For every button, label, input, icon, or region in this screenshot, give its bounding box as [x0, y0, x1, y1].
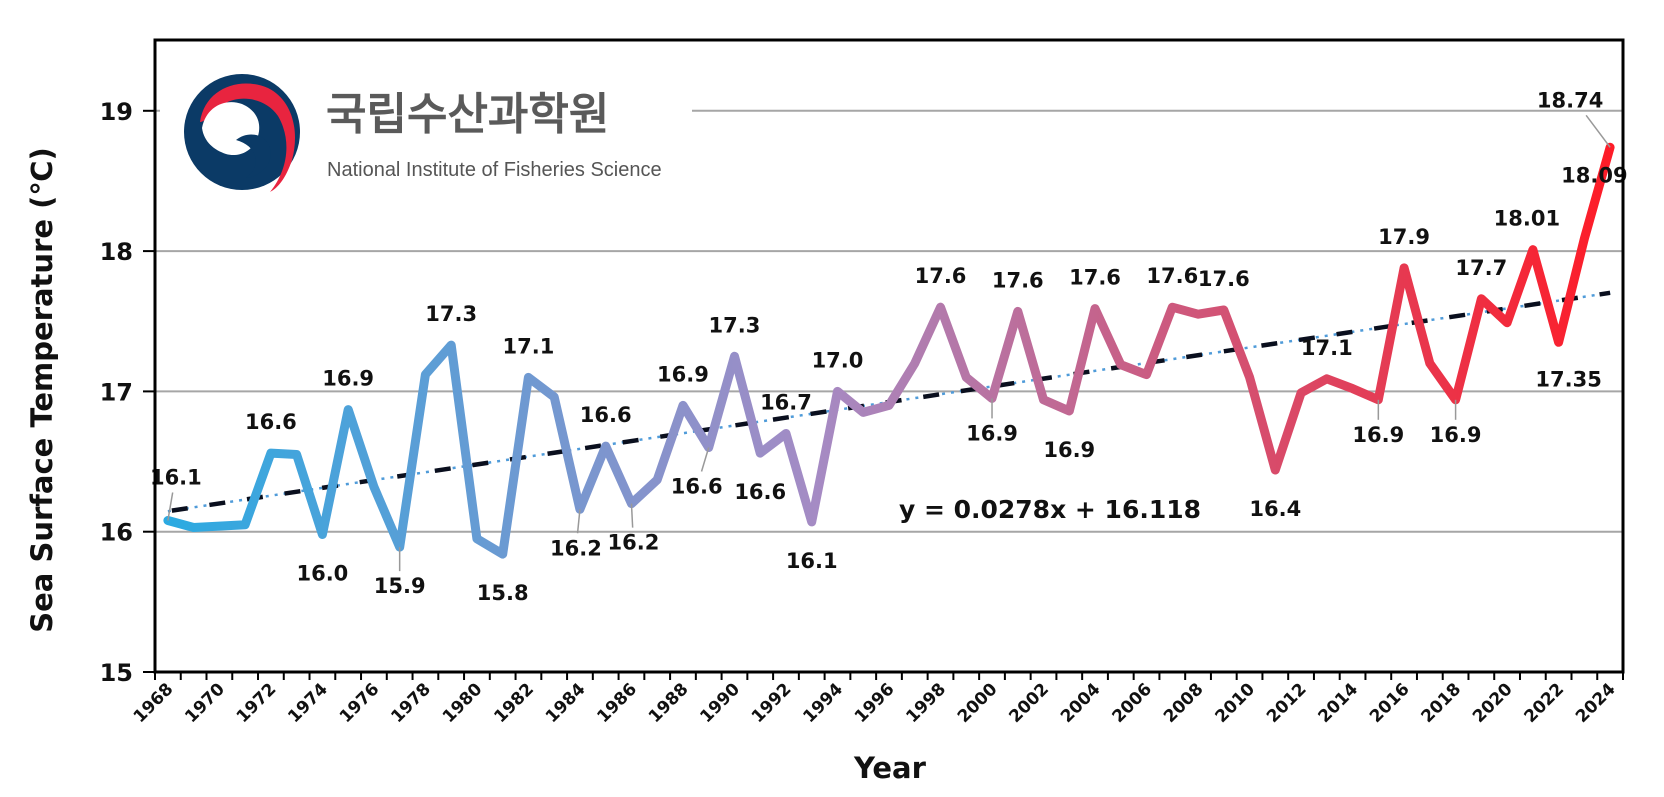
x-tick-label: 1974: [284, 679, 332, 727]
label-leader-line: [1585, 114, 1611, 148]
x-tick-label: 2020: [1469, 679, 1517, 727]
x-tick-label: 2004: [1057, 679, 1105, 727]
y-tick-label: 15: [100, 659, 133, 687]
data-label: 17.3: [425, 302, 477, 326]
data-label: 17.6: [992, 268, 1044, 292]
label-leader-line: [630, 503, 634, 528]
x-tick-label: 1978: [387, 679, 435, 727]
logo: 국립수산과학원 National Institute of Fisheries …: [160, 58, 692, 198]
data-label: 18.74: [1537, 88, 1603, 112]
x-tick-label: 2014: [1315, 679, 1363, 727]
x-tick-label: 1972: [233, 679, 281, 727]
x-tick-label: 2006: [1108, 679, 1156, 727]
x-tick-label: 2008: [1160, 679, 1208, 727]
data-label: 17.1: [1301, 336, 1353, 360]
x-tick-label: 2016: [1366, 679, 1414, 727]
x-tick-label: 1992: [748, 679, 796, 727]
label-leader-lines: [167, 114, 1611, 572]
data-label: 17.3: [709, 313, 761, 337]
data-label: 16.0: [296, 562, 348, 586]
x-tick-label: 1982: [490, 679, 538, 727]
x-tick-label: 2024: [1572, 679, 1620, 727]
data-label: 16.7: [760, 390, 812, 414]
x-tick-label: 1996: [851, 679, 899, 727]
x-axis-title: Year: [853, 751, 927, 785]
data-label: 17.9: [1378, 225, 1430, 249]
data-label: 17.6: [915, 264, 967, 288]
y-axis-title: Sea Surface Temperature (℃): [25, 147, 59, 633]
data-label: 17.35: [1535, 367, 1601, 391]
x-tick-label: 2002: [1005, 679, 1053, 727]
label-leader-line: [576, 509, 581, 534]
data-label: 17.6: [1146, 264, 1198, 288]
data-label: 16.9: [966, 421, 1018, 445]
x-tick-label: 1970: [181, 679, 229, 727]
data-label: 16.6: [580, 403, 632, 427]
data-label: 16.2: [608, 531, 660, 555]
x-tick-label: 1980: [439, 679, 487, 727]
y-tick-label: 17: [100, 378, 133, 406]
data-label: 17.1: [503, 334, 555, 358]
data-label: 16.9: [1043, 438, 1095, 462]
series-line-sst: [163, 142, 1615, 559]
x-tick-label: 1986: [593, 679, 641, 727]
data-label: 16.9: [1430, 423, 1482, 447]
data-label: 15.8: [477, 581, 529, 605]
x-tick-label: 2000: [954, 679, 1002, 727]
x-tick-label: 1988: [645, 679, 693, 727]
trendline-equation: y = 0.0278x + 16.118: [899, 495, 1201, 524]
label-leader-line: [167, 492, 174, 521]
data-label: 16.9: [322, 367, 374, 391]
data-label: 17.6: [1069, 266, 1121, 290]
x-tick-label: 2010: [1211, 679, 1259, 727]
data-label: 16.6: [734, 480, 786, 504]
data-label: 17.7: [1455, 256, 1507, 280]
data-label: 16.6: [671, 475, 723, 499]
y-axis-ticks: 15 16 17 18 19: [100, 98, 155, 687]
data-label: 15.9: [374, 574, 426, 598]
data-label: 17.6: [1198, 267, 1250, 291]
data-label: 16.9: [1352, 423, 1404, 447]
data-label: 16.2: [550, 536, 602, 560]
y-tick-label: 16: [100, 519, 133, 547]
logo-name-korean: 국립수산과학원: [326, 89, 609, 140]
data-label: 17.0: [812, 348, 864, 372]
data-labels: 16.1 16.6 16.0 16.9 15.9 17.3 15.8 17.1 16.2 16.6…: [150, 88, 1628, 605]
x-tick-label: 1990: [696, 679, 744, 727]
x-tick-label: 1968: [130, 679, 178, 727]
x-tick-label: 2022: [1521, 679, 1569, 727]
logo-name-english: National Institute of Fisheries Science: [327, 159, 662, 181]
data-label: 18.01: [1494, 207, 1560, 231]
plot-frame: [153, 38, 1625, 674]
y-tick-label: 18: [100, 238, 133, 266]
x-tick-label: 2018: [1418, 679, 1466, 727]
x-tick-label: 2012: [1263, 679, 1311, 727]
data-label: 16.6: [245, 410, 297, 434]
x-tick-label: 1994: [799, 679, 847, 727]
data-label: 16.4: [1249, 497, 1301, 521]
data-label: 16.1: [786, 549, 838, 573]
x-tick-label: 1976: [336, 679, 384, 727]
data-points: [168, 147, 1610, 554]
x-tick-label: 1998: [902, 679, 950, 727]
x-tick-label: 1984: [542, 679, 590, 727]
logo-emblem-icon: [184, 74, 300, 192]
data-label: 16.9: [657, 362, 709, 386]
x-axis-ticks: 1968 1970 1972 1974 1976 1978 1980 1982 1984 1986…: [130, 672, 1624, 727]
data-label: 16.1: [150, 465, 202, 489]
data-label: 18.09: [1561, 163, 1627, 187]
label-leader-line: [700, 447, 710, 472]
y-tick-label: 19: [100, 98, 133, 126]
